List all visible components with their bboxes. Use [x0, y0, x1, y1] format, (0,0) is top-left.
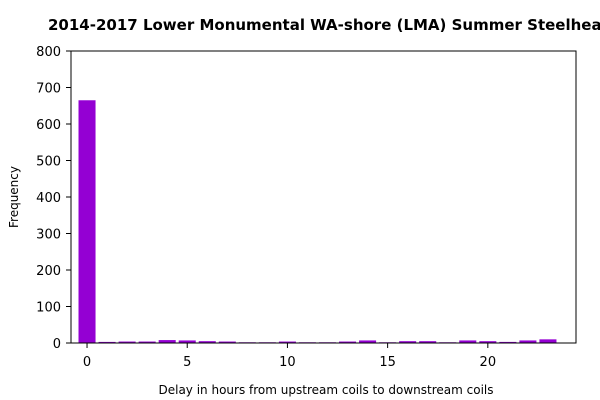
y-tick-label: 800: [36, 45, 61, 60]
y-tick-label: 400: [36, 191, 61, 206]
x-tick-label: 10: [279, 355, 296, 370]
bar-5: [178, 340, 196, 343]
bar-1: [98, 341, 116, 343]
bar-2: [118, 341, 136, 343]
x-axis-label: Delay in hours from upstream coils to do…: [158, 383, 493, 397]
y-tick-label: 700: [36, 82, 61, 97]
y-tick-label: 200: [36, 264, 61, 279]
plot-frame: [70, 50, 577, 344]
x-tick-label: 15: [379, 355, 396, 370]
y-tick-label: 300: [36, 228, 61, 243]
x-tick-label: 20: [480, 355, 497, 370]
bar-4: [158, 340, 176, 343]
bar-22: [519, 340, 537, 343]
bar-19: [459, 340, 477, 343]
x-tick-label: 0: [83, 355, 91, 370]
x-tick-label: 5: [183, 355, 191, 370]
bar-6: [198, 341, 216, 343]
bar-21: [499, 341, 517, 343]
bar-10: [278, 341, 296, 343]
bar-0: [78, 100, 96, 344]
y-tick-label: 0: [53, 337, 61, 352]
bar-16: [399, 341, 417, 343]
bar-3: [138, 341, 156, 343]
bar-20: [479, 341, 497, 343]
bar-14: [359, 340, 377, 343]
bars-group: [78, 100, 557, 344]
x-axis: 0 5 10 15 20: [83, 343, 496, 370]
y-tick-label: 500: [36, 155, 61, 170]
bar-23: [539, 339, 557, 343]
bar-13: [339, 341, 357, 343]
y-axis-label: Frequency: [7, 166, 21, 228]
bar-17: [419, 341, 437, 343]
y-tick-label: 600: [36, 118, 61, 133]
bar-7: [218, 341, 236, 343]
y-tick-label: 100: [36, 301, 61, 316]
y-axis: 0 100 200 300 400 500 600 700 800: [36, 45, 71, 352]
chart-title: 2014-2017 Lower Monumental WA-shore (LMA…: [48, 16, 600, 34]
